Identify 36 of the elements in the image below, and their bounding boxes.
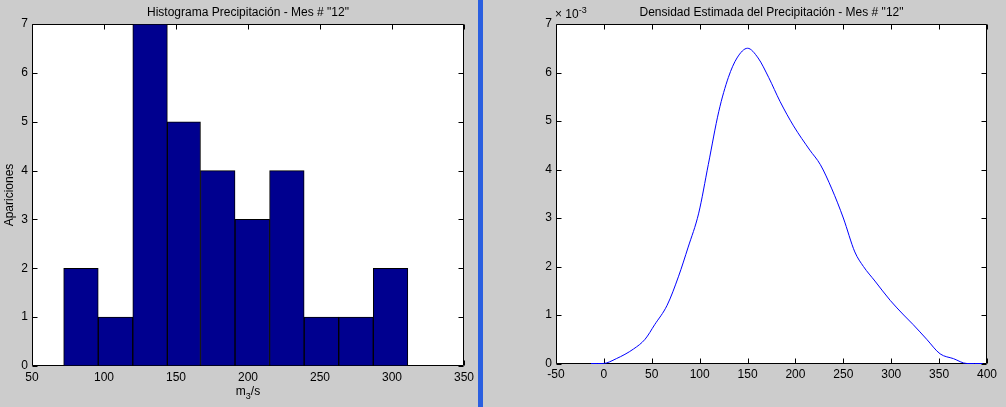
y-tick-label: 6: [21, 65, 29, 80]
x-tick-label: 100: [689, 367, 710, 382]
y-axis-title: Apariciones: [2, 163, 16, 227]
line-series: [590, 47, 983, 364]
y-tick-label: 3: [545, 210, 553, 225]
x-tick-label: 100: [93, 369, 115, 384]
chart-title: Histograma Precipitación - Mes # "12": [147, 5, 349, 19]
x-tick-label: 150: [737, 367, 758, 382]
y-tick-label: 5: [545, 113, 553, 128]
x-tick-label: 50: [25, 369, 39, 384]
x-tick-label: 300: [881, 367, 902, 382]
x-tick-label: 200: [237, 369, 259, 384]
y-tick-label: 1: [545, 307, 553, 322]
y-tick-label: 6: [545, 64, 553, 79]
x-tick-label: 150: [165, 369, 187, 384]
x-tick-label: 50: [645, 367, 659, 382]
y-tick-label: 7: [545, 16, 553, 31]
x-tick-label: -50: [547, 367, 565, 382]
x-tick-label: 350: [453, 369, 475, 384]
y-tick-label: 2: [21, 260, 29, 275]
y-tick-label: 4: [545, 161, 553, 176]
y-tick-label: 5: [21, 114, 29, 129]
x-tick-label: 250: [309, 369, 331, 384]
x-tick-label: 400: [976, 367, 998, 382]
x-tick-label: 0: [600, 367, 608, 382]
x-tick-label: 200: [785, 367, 806, 382]
y-tick-label: 7: [21, 16, 29, 31]
x-tick-label: 350: [929, 367, 950, 382]
x-tick-label: 300: [381, 369, 403, 384]
y-tick-label: 2: [545, 258, 553, 273]
y-tick-label: 3: [21, 211, 29, 226]
chart-title: Densidad Estimada del Precipitación - Mes # "12": [639, 5, 904, 19]
y-tick-label: 0: [545, 355, 553, 370]
y-tick-label: 1: [21, 309, 29, 324]
x-tick-label: 250: [833, 367, 854, 382]
y-tick-label: 4: [21, 162, 29, 177]
